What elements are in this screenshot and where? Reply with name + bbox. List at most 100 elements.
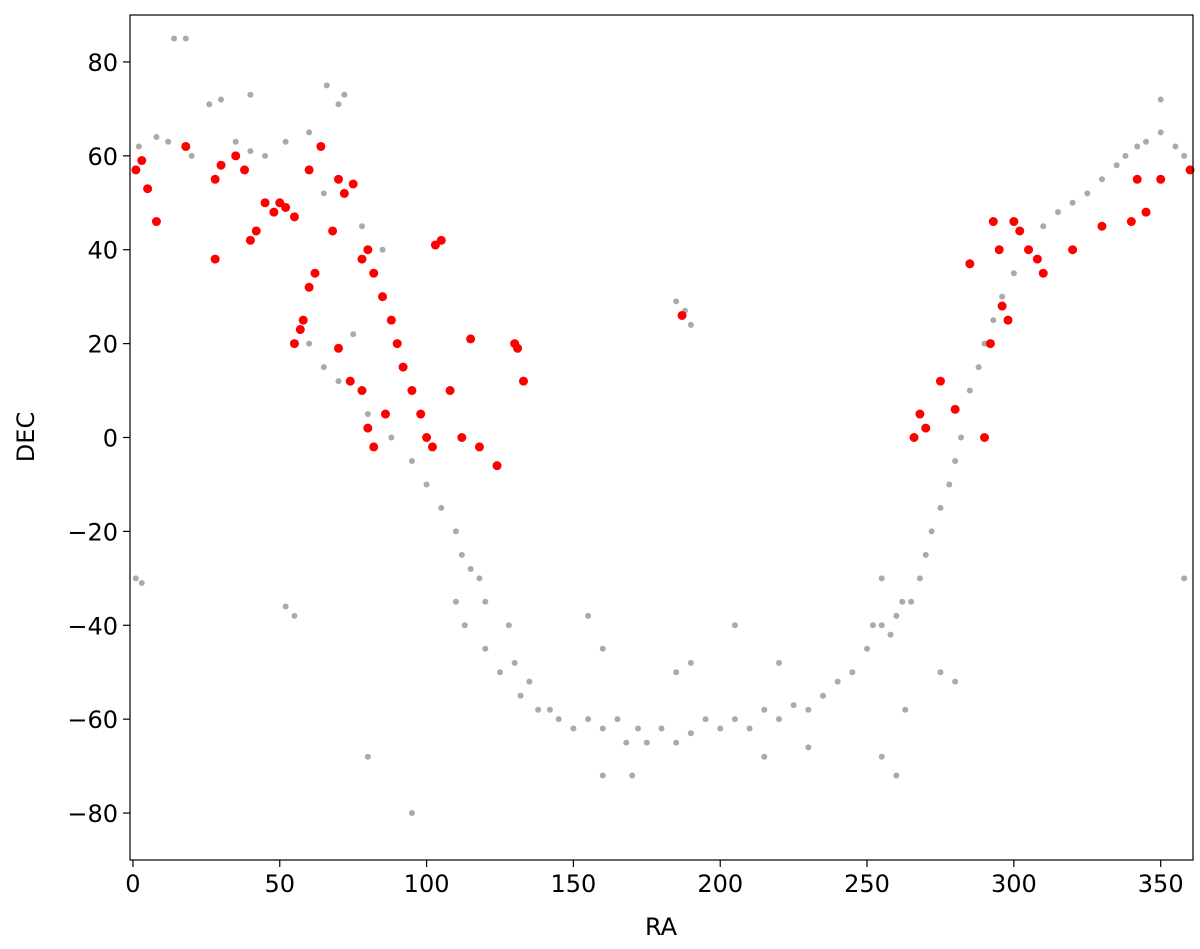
point xyxy=(1015,226,1025,236)
point xyxy=(323,82,330,89)
point xyxy=(614,716,621,723)
point xyxy=(893,612,900,619)
point xyxy=(899,598,906,605)
point xyxy=(245,235,255,245)
point xyxy=(153,134,160,141)
point xyxy=(623,739,630,746)
point xyxy=(585,612,592,619)
point xyxy=(289,212,299,222)
x-tick-label: 250 xyxy=(844,870,890,898)
point xyxy=(282,138,289,145)
point xyxy=(1157,96,1164,103)
point xyxy=(878,753,885,760)
point xyxy=(988,217,998,227)
point xyxy=(775,716,782,723)
point xyxy=(643,739,650,746)
point xyxy=(702,716,709,723)
point xyxy=(218,96,225,103)
point xyxy=(423,481,430,488)
point xyxy=(965,259,975,269)
point xyxy=(364,411,371,418)
point xyxy=(599,772,606,779)
point xyxy=(535,706,542,713)
point xyxy=(585,716,592,723)
point xyxy=(247,148,254,155)
point xyxy=(908,598,915,605)
point xyxy=(731,622,738,629)
point xyxy=(341,91,348,98)
point xyxy=(348,179,358,189)
x-tick-label: 0 xyxy=(125,870,140,898)
point xyxy=(496,669,503,676)
point xyxy=(518,376,528,386)
point xyxy=(143,184,153,194)
point xyxy=(1143,138,1150,145)
point xyxy=(369,268,379,278)
point xyxy=(997,301,1007,311)
point xyxy=(909,433,919,442)
point xyxy=(251,226,261,236)
point xyxy=(677,310,687,320)
point xyxy=(452,598,459,605)
point xyxy=(357,254,367,264)
point xyxy=(511,659,518,666)
point xyxy=(946,481,953,488)
point xyxy=(482,598,489,605)
point xyxy=(673,669,680,676)
point xyxy=(1010,270,1017,277)
point xyxy=(461,622,468,629)
y-tick-label: 40 xyxy=(87,237,118,265)
point xyxy=(990,317,997,324)
point xyxy=(887,631,894,638)
point xyxy=(281,202,291,212)
point xyxy=(1172,143,1179,150)
point xyxy=(985,339,995,349)
x-axis-label: RA xyxy=(645,913,678,941)
point xyxy=(316,141,326,151)
point xyxy=(1113,162,1120,169)
point xyxy=(746,725,753,732)
point xyxy=(378,292,388,302)
point xyxy=(137,156,147,166)
x-tick-label: 200 xyxy=(697,870,743,898)
y-axis-label: DEC xyxy=(12,412,40,462)
point xyxy=(363,423,373,433)
point xyxy=(474,442,484,452)
point xyxy=(878,575,885,582)
point xyxy=(570,725,577,732)
point xyxy=(921,423,931,433)
point xyxy=(407,386,417,396)
x-tick-label: 100 xyxy=(404,870,450,898)
point xyxy=(834,678,841,685)
point xyxy=(635,725,642,732)
point xyxy=(687,730,694,737)
y-tick-label: −60 xyxy=(67,706,118,734)
point xyxy=(687,659,694,666)
point xyxy=(761,753,768,760)
point xyxy=(673,739,680,746)
y-tick-label: 80 xyxy=(87,49,118,77)
point xyxy=(1069,199,1076,206)
point xyxy=(966,387,973,394)
point xyxy=(231,151,241,161)
point xyxy=(131,165,141,175)
point xyxy=(555,716,562,723)
point xyxy=(1181,575,1188,582)
point xyxy=(232,138,239,145)
point xyxy=(731,716,738,723)
point xyxy=(392,339,402,349)
point xyxy=(1032,254,1042,264)
point xyxy=(369,442,379,452)
point xyxy=(379,246,386,253)
point xyxy=(466,334,476,344)
point xyxy=(328,226,338,236)
point xyxy=(335,378,342,385)
point xyxy=(902,706,909,713)
point xyxy=(928,528,935,535)
y-tick-label: 60 xyxy=(87,143,118,171)
point xyxy=(1141,207,1151,217)
point xyxy=(304,165,314,175)
point xyxy=(1134,143,1141,150)
point xyxy=(937,504,944,511)
